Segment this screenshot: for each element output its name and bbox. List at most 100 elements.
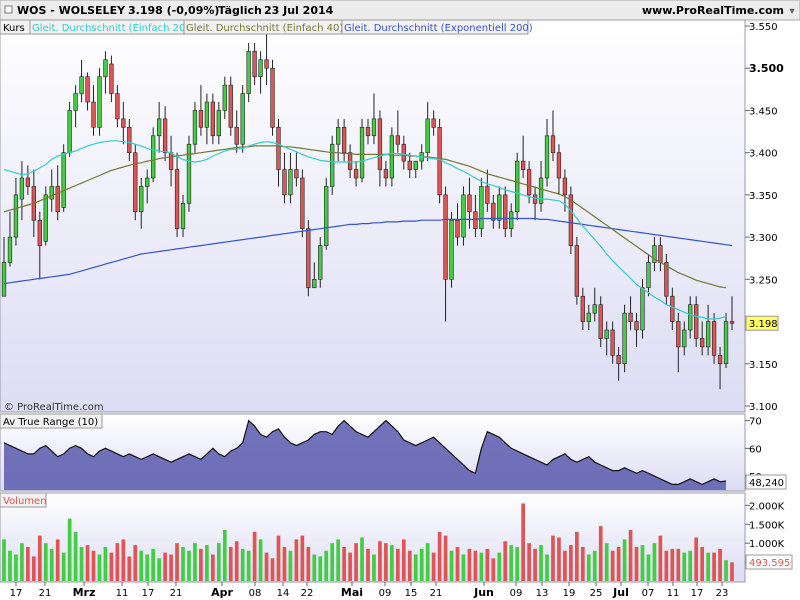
x-tick-label: 11	[116, 588, 129, 599]
candle-body	[276, 127, 281, 170]
volume-bar	[688, 550, 693, 581]
price-tick-label: 3.400	[749, 149, 778, 160]
candle-body	[67, 110, 72, 153]
candle-body	[73, 93, 78, 111]
volume-bar	[390, 545, 394, 581]
x-tick-label: Mrz	[73, 586, 96, 599]
volume-bar	[622, 539, 627, 581]
volume-bar	[491, 558, 496, 581]
volume-bar	[395, 548, 400, 581]
atr-line	[3, 419, 727, 486]
candle-body	[121, 118, 126, 128]
volume-bar	[545, 554, 549, 581]
volume-bar	[401, 539, 406, 581]
volume-bar	[485, 548, 490, 581]
candle-body	[246, 51, 251, 94]
candle-body	[562, 177, 568, 196]
volume-bar	[509, 545, 514, 581]
volume-bar	[497, 552, 502, 581]
atr-tick-label: 60	[749, 444, 762, 455]
x-tick-label: 09	[510, 588, 523, 599]
candle-body	[520, 160, 526, 170]
axes: 3.5503.5003.4503.4003.3503.3003.2503.200…	[10, 22, 793, 599]
volume-bar	[282, 546, 287, 581]
volume-bar	[551, 535, 555, 581]
volume-bar	[700, 546, 705, 581]
candle-body	[568, 194, 574, 246]
candle-body	[180, 203, 186, 229]
candle-body	[186, 143, 192, 204]
candle-body	[652, 245, 657, 263]
candle-body	[49, 186, 54, 200]
volume-bar	[604, 543, 609, 581]
volume-bar	[628, 529, 633, 581]
date-label: 23 Jul 2014	[264, 4, 334, 17]
volume-bar	[431, 552, 436, 581]
candle-body	[682, 329, 687, 348]
candle-body	[270, 67, 275, 128]
volume-bar	[37, 535, 42, 581]
volume-bar	[730, 562, 734, 581]
x-tick-label: 14	[277, 588, 290, 599]
candle-body	[1, 262, 7, 297]
candle-body	[449, 219, 454, 280]
volume-bar	[437, 531, 442, 581]
candle-body	[670, 295, 675, 322]
candle-body	[359, 127, 365, 179]
x-tick-label: 17	[142, 588, 155, 599]
volume-bar	[121, 539, 126, 581]
volume-plot	[2, 503, 734, 581]
chevron-down-icon[interactable]: ▾	[789, 6, 794, 17]
volume-bar	[20, 543, 24, 581]
volume-bar	[318, 556, 323, 581]
candle-body	[729, 321, 735, 324]
candle-body	[210, 101, 216, 137]
volume-value-label: 493.595	[749, 558, 790, 569]
candle-body	[509, 211, 514, 229]
volume-bar	[270, 558, 275, 581]
volume-bar	[157, 558, 161, 581]
candle-body	[145, 177, 150, 187]
volume-bar	[366, 548, 370, 581]
atr-value-label: 48,240	[749, 478, 784, 489]
x-tick-label: 23	[716, 588, 729, 599]
volume-bar	[342, 546, 346, 581]
volume-bar	[228, 546, 233, 581]
period-label: Täglich	[218, 4, 262, 17]
candle-body	[604, 329, 609, 339]
price-tick-label: 3.550	[749, 22, 778, 33]
volume-bar	[598, 526, 603, 581]
candle-body	[389, 135, 395, 179]
volume-bar	[449, 550, 454, 581]
volume-bar	[348, 552, 352, 581]
candle-body	[479, 186, 484, 229]
candle-body	[694, 304, 699, 339]
volume-bar	[31, 556, 36, 581]
x-tick-label: 15	[405, 588, 418, 599]
volume-bar	[175, 543, 179, 581]
candle-body	[156, 118, 162, 137]
candle-body	[640, 287, 645, 331]
candle-body	[365, 127, 371, 137]
candle-body	[544, 135, 550, 179]
candle-body	[258, 59, 263, 77]
volume-bar	[521, 503, 525, 581]
candle-body	[103, 59, 108, 77]
candle-body	[538, 177, 544, 204]
candle-body	[85, 76, 90, 103]
volume-bar	[670, 548, 675, 581]
candle-body	[204, 101, 210, 128]
window-icon[interactable]	[4, 5, 13, 14]
volume-bar	[569, 545, 573, 581]
candle-body	[455, 219, 460, 238]
candle-body	[115, 93, 120, 120]
volume-tick-label: 2.000K	[749, 501, 785, 512]
candle-body	[43, 194, 48, 242]
candle-body	[61, 152, 66, 208]
candle-body	[216, 110, 221, 137]
x-tick-label: 17	[10, 588, 23, 599]
candle-body	[437, 127, 442, 196]
volume-bar	[372, 554, 376, 581]
